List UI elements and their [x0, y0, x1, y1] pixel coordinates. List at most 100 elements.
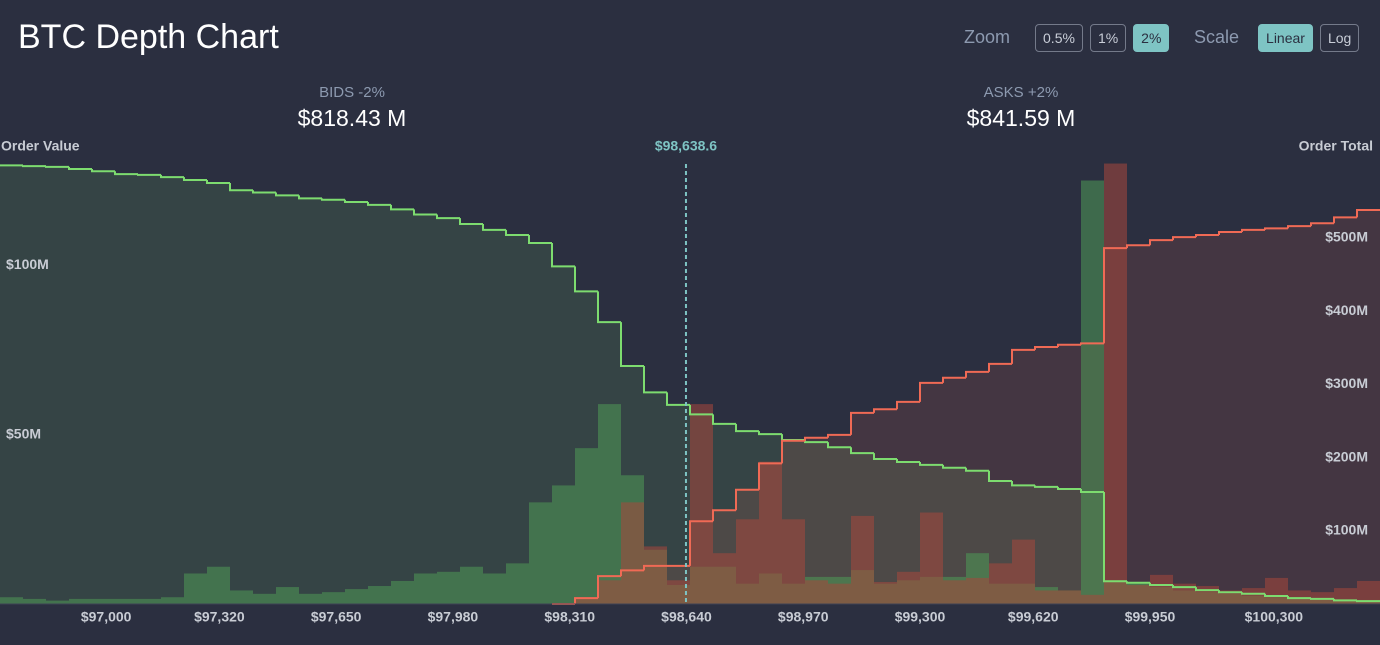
depth-area [253, 192, 276, 605]
bids-summary: BIDS -2% $818.43 M [252, 84, 452, 132]
scale-button[interactable]: Linear [1258, 23, 1313, 52]
depth-step [1103, 247, 1127, 344]
depth-area [1334, 217, 1357, 604]
depth-step [68, 166, 92, 171]
volume-bar [69, 598, 92, 604]
depth-area [115, 174, 138, 604]
depth-step [1310, 597, 1334, 600]
depth-step [942, 376, 966, 383]
depth-step [620, 569, 644, 577]
depth-area [1058, 489, 1081, 604]
volume-bar [1196, 586, 1219, 604]
depth-step [781, 434, 805, 441]
depth-area [1219, 232, 1242, 604]
depth-area [483, 229, 506, 604]
depth-step [804, 436, 828, 441]
depth-step [1287, 595, 1311, 600]
depth-area [667, 404, 690, 604]
depth-step [1287, 225, 1311, 229]
depth-area [1150, 240, 1173, 604]
depth-step [1333, 598, 1357, 602]
volume-bar [598, 404, 621, 604]
depth-area [1035, 346, 1058, 604]
depth-step [367, 201, 391, 206]
depth-step [827, 433, 851, 438]
depth-step [1218, 231, 1242, 235]
depth-step [988, 362, 1012, 372]
volume-bar [667, 580, 690, 604]
volume-bar [1334, 588, 1357, 604]
y2-tick-label: $300M [1325, 375, 1368, 391]
depth-step [1356, 209, 1380, 218]
depth-step [114, 171, 138, 176]
scale-label: Scale [1194, 27, 1240, 47]
x-tick-label: $97,650 [311, 609, 362, 625]
volume-bar [575, 448, 598, 604]
depth-step [1195, 233, 1219, 238]
volume-bar [621, 502, 644, 604]
depth-step [160, 174, 184, 179]
depth-area [23, 166, 46, 604]
x-tick-label: $99,300 [895, 609, 946, 625]
depth-area [345, 201, 368, 604]
volume-bar [161, 597, 184, 604]
depth-step [91, 169, 115, 173]
depth-step [758, 462, 782, 490]
depth-step [1241, 228, 1265, 233]
depth-area [506, 234, 529, 604]
zoom-control: Zoom 0.5% 1% 2% [964, 23, 1170, 52]
depth-step [505, 229, 529, 236]
volume-bar [1219, 590, 1242, 604]
volume-bar [644, 546, 667, 604]
depth-step [183, 177, 207, 182]
depth-step [574, 266, 598, 293]
depth-area [414, 214, 437, 604]
volume-bar [0, 597, 23, 604]
depth-step [459, 218, 483, 225]
scale-control: Scale Linear Log [1194, 23, 1360, 52]
depth-area [897, 401, 920, 604]
depth-step [551, 242, 575, 268]
depth-area [1357, 210, 1380, 604]
volume-bar [759, 461, 782, 604]
volume-bar [851, 515, 874, 604]
volume-bar [1127, 585, 1150, 604]
volume-bar [483, 573, 506, 604]
depth-area [1058, 344, 1081, 604]
depth-step [850, 447, 874, 455]
depth-step [206, 180, 230, 184]
asks-value: $841.59 M [966, 105, 1076, 131]
zoom-button[interactable]: 0.5% [1035, 23, 1083, 52]
depth-step [643, 564, 667, 571]
bids-label: BIDS -2% [319, 84, 385, 101]
depth-area [92, 171, 115, 605]
depth-step [689, 520, 713, 566]
depth-step [896, 459, 920, 463]
depth-step [1264, 593, 1288, 597]
depth-area [437, 218, 460, 604]
depth-area [69, 169, 92, 605]
volume-bar [1035, 590, 1058, 604]
volume-bar [598, 580, 621, 604]
depth-area [207, 182, 230, 605]
volume-bar [414, 573, 437, 604]
depth-area [1265, 228, 1288, 604]
y2-axis-title: Order Total [1299, 138, 1373, 154]
depth-step [712, 414, 736, 425]
zoom-button[interactable]: 1% [1089, 23, 1127, 52]
depth-area [1035, 486, 1058, 604]
depth-area [322, 199, 345, 604]
volume-bar [138, 598, 161, 604]
depth-step [712, 509, 736, 522]
scale-button[interactable]: Log [1319, 23, 1360, 52]
depth-area [966, 371, 989, 604]
depth-step [1333, 216, 1357, 224]
volume-bar [184, 573, 207, 604]
depth-area [391, 209, 414, 604]
zoom-button[interactable]: 2% [1133, 23, 1170, 52]
depth-step [666, 392, 690, 406]
depth-step [1057, 343, 1081, 347]
volume-bar [690, 404, 713, 604]
depth-step [1195, 587, 1219, 592]
